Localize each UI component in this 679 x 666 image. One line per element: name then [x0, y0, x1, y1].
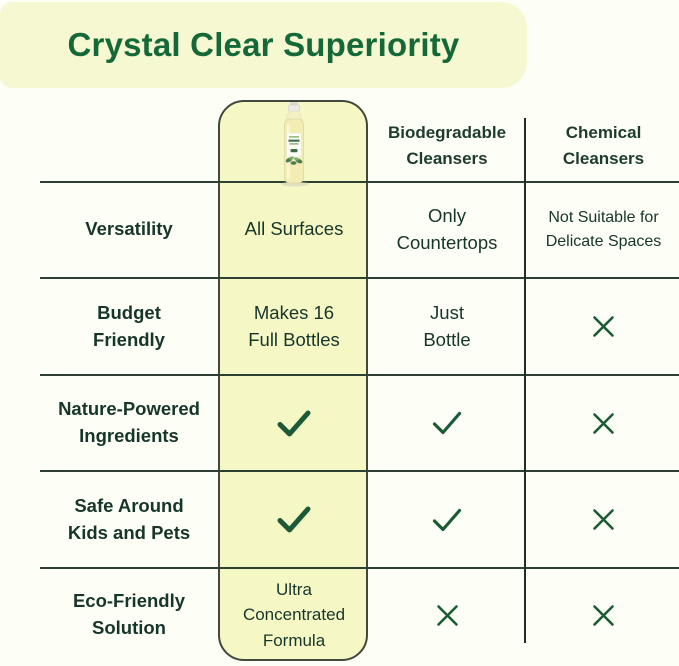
- cross-icon: [593, 412, 614, 434]
- row-label-budget-friendly: Budget Friendly: [93, 301, 165, 350]
- row-divider: [40, 470, 679, 472]
- product-cell: All Surfaces: [244, 218, 344, 240]
- row-label-nature-powered: Nature-Powered Ingredients: [58, 398, 200, 446]
- biodegradable-cell: Just Bottle: [423, 301, 471, 350]
- cross-icon: [436, 604, 458, 626]
- row-divider: [40, 277, 679, 279]
- product-bottle-image: [272, 101, 316, 187]
- row-label-eco-friendly: Eco-Friendly Solution: [72, 590, 186, 638]
- cross-icon: [593, 316, 614, 337]
- cleanser-bottle-icon: [281, 102, 309, 187]
- row-label-safe-around-kids: Safe Around Kids and Pets: [67, 494, 191, 543]
- row-divider: [40, 181, 679, 183]
- product-cell: Ultra Concentrated Formula: [242, 579, 346, 650]
- title-banner: Crystal Clear Superiority: [0, 2, 527, 88]
- cross-icon: [593, 604, 614, 626]
- biodegradable-cell: [372, 570, 522, 660]
- row-label-versatility: Versatility: [85, 218, 173, 240]
- chemical-cell: [528, 377, 679, 469]
- check-icon: [432, 411, 462, 435]
- chemical-cell: [528, 473, 679, 566]
- check-icon: [277, 410, 311, 436]
- chemical-cell: [528, 280, 679, 373]
- column-divider: [524, 118, 526, 643]
- product-cell: [222, 377, 366, 469]
- check-icon: [432, 508, 462, 531]
- product-cell: Makes 16 Full Bottles: [248, 301, 340, 350]
- product-cell: [222, 473, 366, 566]
- row-divider: [40, 374, 679, 376]
- biodegradable-cell: [372, 377, 522, 469]
- chemical-cell: [528, 570, 679, 660]
- biodegradable-cell: Only Countertops: [396, 204, 498, 253]
- column-header-chemical: Chemical Cleansers: [562, 122, 645, 168]
- row-divider: [40, 567, 679, 569]
- column-header-biodegradable: Biodegradable Cleansers: [387, 122, 507, 168]
- chemical-cell: Not Suitable for Delicate Spaces: [545, 209, 662, 250]
- check-icon: [277, 506, 311, 533]
- cross-icon: [593, 509, 614, 530]
- page-title: Crystal Clear Superiority: [67, 26, 460, 63]
- biodegradable-cell: [372, 473, 522, 566]
